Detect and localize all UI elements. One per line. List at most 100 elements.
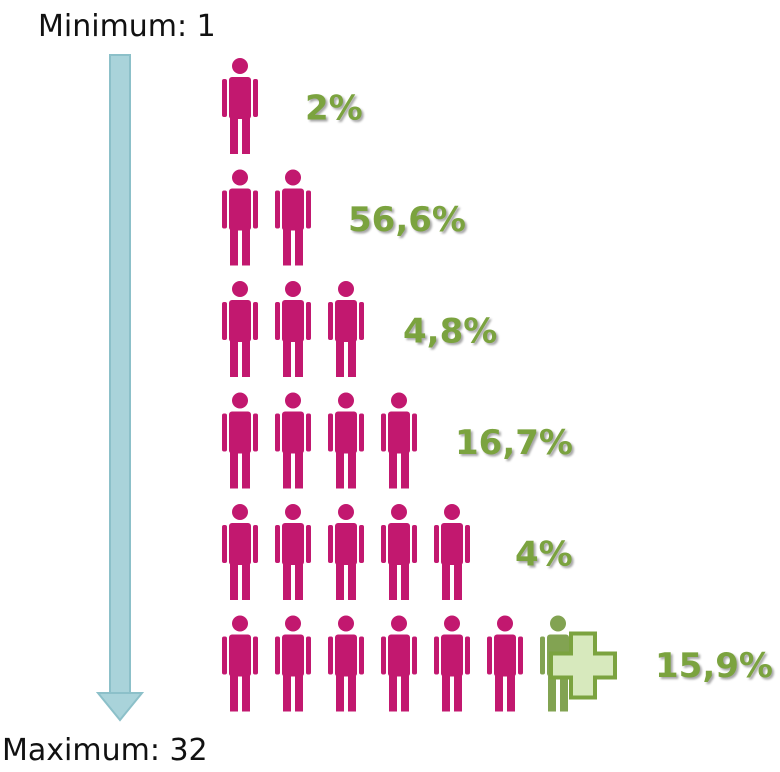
person-icon (328, 615, 364, 712)
arm (518, 636, 523, 675)
head (232, 392, 248, 409)
person-icon (222, 392, 258, 489)
arm (253, 636, 258, 675)
leg (283, 339, 291, 377)
torso (335, 411, 357, 454)
leg (230, 116, 238, 154)
leg (401, 450, 409, 489)
torso (282, 411, 304, 454)
leg (336, 673, 344, 712)
torso (335, 300, 357, 342)
head (391, 392, 407, 409)
leg (560, 673, 568, 712)
torso (282, 523, 304, 565)
plus-icon (549, 631, 617, 700)
person-icon (222, 615, 258, 712)
person-icon (434, 615, 470, 712)
head (391, 504, 407, 520)
arm (275, 525, 280, 563)
leg (442, 673, 450, 712)
leg (348, 562, 356, 600)
head (232, 504, 248, 520)
arm (306, 190, 311, 229)
rows: 2% 56,6% 4,8% 16,7% 4% 15,9% (222, 58, 773, 712)
arm (222, 413, 227, 452)
leg (242, 227, 250, 266)
head (338, 281, 354, 297)
arm (328, 413, 333, 452)
arm (359, 525, 364, 563)
arm (412, 413, 417, 452)
leg (283, 450, 291, 489)
leg (336, 339, 344, 377)
leg (295, 339, 303, 377)
arm (328, 636, 333, 675)
arm (381, 636, 386, 675)
leg (389, 450, 397, 489)
arm (540, 636, 545, 675)
torso (229, 411, 251, 454)
percent-label: 56,6% (348, 200, 466, 240)
head (497, 615, 513, 632)
leg (348, 450, 356, 489)
person-icon (222, 169, 258, 266)
head (285, 169, 301, 186)
arm (465, 636, 470, 675)
arm (306, 525, 311, 563)
person-icon (487, 615, 523, 712)
head (232, 615, 248, 632)
leg (295, 227, 303, 266)
torso (335, 523, 357, 565)
arm (381, 413, 386, 452)
arm (306, 413, 311, 452)
head (285, 615, 301, 632)
percent-label: 16,7% (455, 423, 573, 463)
leg (401, 562, 409, 600)
leg (230, 673, 238, 712)
arm (465, 525, 470, 563)
leg (242, 562, 250, 600)
person-icon (222, 281, 258, 377)
arm (253, 79, 258, 117)
arm (222, 636, 227, 675)
arm (222, 190, 227, 229)
leg (295, 673, 303, 712)
leg (283, 673, 291, 712)
person-icon (381, 392, 417, 489)
head (391, 615, 407, 632)
torso (229, 300, 251, 342)
leg (230, 339, 238, 377)
torso (282, 634, 304, 677)
leg (230, 227, 238, 266)
leg (336, 450, 344, 489)
minimum-label: Minimum: 1 (38, 9, 216, 44)
arm (275, 413, 280, 452)
head (338, 504, 354, 520)
person-icon (222, 58, 258, 154)
arm (275, 636, 280, 675)
person-icon (381, 504, 417, 600)
leg (242, 116, 250, 154)
percent-label: 15,9% (655, 646, 773, 686)
arm (275, 190, 280, 229)
leg (548, 673, 556, 712)
arm (487, 636, 492, 675)
arm (306, 302, 311, 340)
leg (401, 673, 409, 712)
torso (229, 634, 251, 677)
torso (282, 300, 304, 342)
head (232, 169, 248, 186)
person-icon (275, 392, 311, 489)
arm (222, 525, 227, 563)
head (285, 281, 301, 297)
arm (253, 190, 258, 229)
arm (434, 636, 439, 675)
person-icon (328, 281, 364, 377)
leg (295, 562, 303, 600)
arm (222, 79, 227, 117)
maximum-label: Maximum: 32 (2, 733, 208, 768)
head (285, 392, 301, 409)
person-icon (275, 504, 311, 600)
leg (242, 450, 250, 489)
